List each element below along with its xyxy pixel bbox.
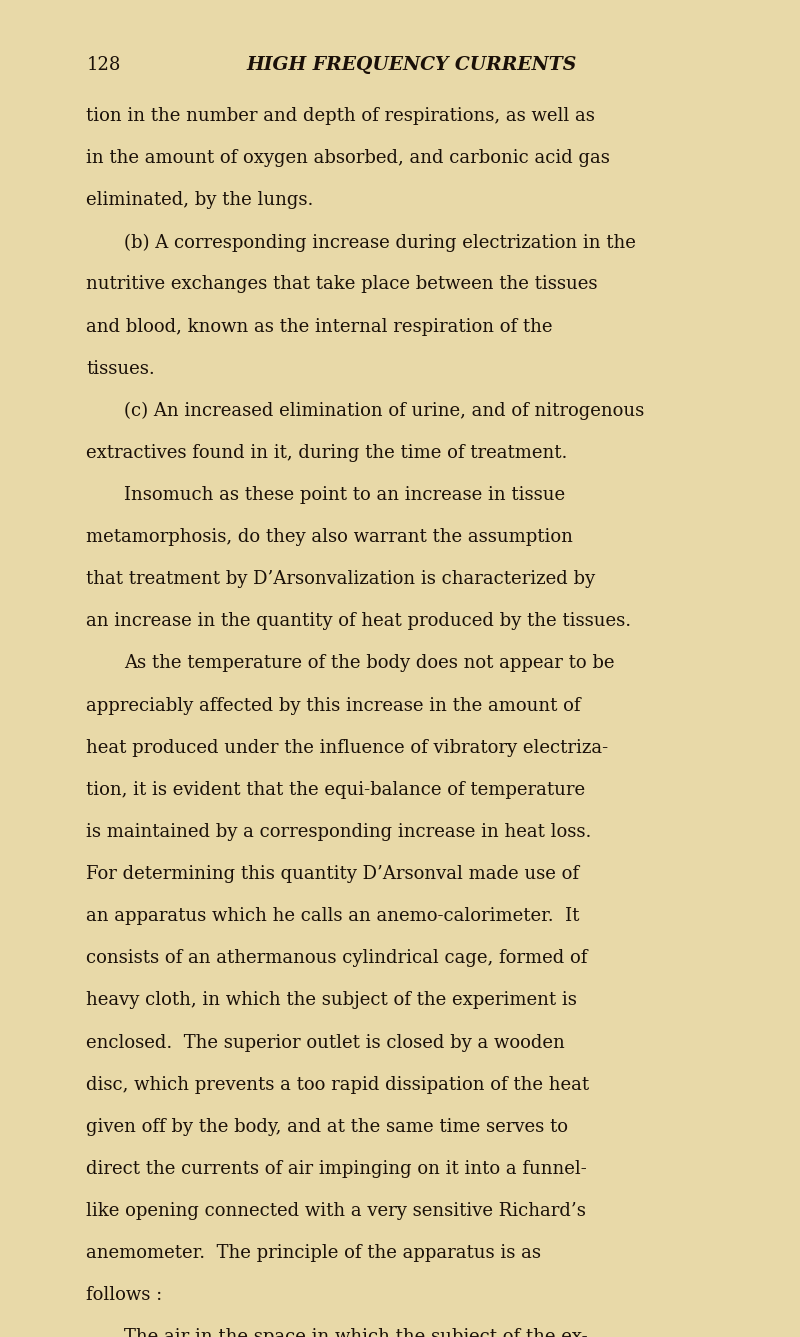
Text: disc, which prevents a too rapid dissipation of the heat: disc, which prevents a too rapid dissipa… xyxy=(86,1075,590,1094)
Text: like opening connected with a very sensitive Richard’s: like opening connected with a very sensi… xyxy=(86,1202,586,1219)
Text: tion in the number and depth of respirations, as well as: tion in the number and depth of respirat… xyxy=(86,107,595,124)
Text: Insomuch as these point to an increase in tissue: Insomuch as these point to an increase i… xyxy=(124,485,565,504)
Text: (c) An increased elimination of urine, and of nitrogenous: (c) An increased elimination of urine, a… xyxy=(124,401,644,420)
Text: follows :: follows : xyxy=(86,1286,162,1304)
Text: in the amount of oxygen absorbed, and carbonic acid gas: in the amount of oxygen absorbed, and ca… xyxy=(86,148,610,167)
Text: (b) A corresponding increase during electrization in the: (b) A corresponding increase during elec… xyxy=(124,233,636,251)
Text: appreciably affected by this increase in the amount of: appreciably affected by this increase in… xyxy=(86,697,581,714)
Text: tissues.: tissues. xyxy=(86,360,155,377)
Text: For determining this quantity D’Arsonval made use of: For determining this quantity D’Arsonval… xyxy=(86,865,579,882)
Text: and blood, known as the internal respiration of the: and blood, known as the internal respira… xyxy=(86,317,553,336)
Text: consists of an athermanous cylindrical cage, formed of: consists of an athermanous cylindrical c… xyxy=(86,949,588,967)
Text: nutritive exchanges that take place between the tissues: nutritive exchanges that take place betw… xyxy=(86,275,598,293)
Text: that treatment by D’Arsonvalization is characterized by: that treatment by D’Arsonvalization is c… xyxy=(86,570,595,588)
Text: heat produced under the influence of vibratory electriza-: heat produced under the influence of vib… xyxy=(86,738,609,757)
Text: eliminated, by the lungs.: eliminated, by the lungs. xyxy=(86,191,314,209)
Text: an increase in the quantity of heat produced by the tissues.: an increase in the quantity of heat prod… xyxy=(86,612,631,630)
Text: tion, it is evident that the equi-balance of temperature: tion, it is evident that the equi-balanc… xyxy=(86,781,586,798)
Text: anemometer.  The principle of the apparatus is as: anemometer. The principle of the apparat… xyxy=(86,1243,542,1262)
Text: given off by the body, and at the same time serves to: given off by the body, and at the same t… xyxy=(86,1118,568,1135)
Text: 128: 128 xyxy=(86,56,121,74)
Text: enclosed.  The superior outlet is closed by a wooden: enclosed. The superior outlet is closed … xyxy=(86,1034,565,1051)
Text: The air in the space in which the subject of the ex-: The air in the space in which the subjec… xyxy=(124,1328,588,1337)
Text: is maintained by a corresponding increase in heat loss.: is maintained by a corresponding increas… xyxy=(86,822,592,841)
Text: extractives found in it, during the time of treatment.: extractives found in it, during the time… xyxy=(86,444,568,461)
Text: direct the currents of air impinging on it into a funnel-: direct the currents of air impinging on … xyxy=(86,1159,587,1178)
Text: heavy cloth, in which the subject of the experiment is: heavy cloth, in which the subject of the… xyxy=(86,991,578,1009)
Text: As the temperature of the body does not appear to be: As the temperature of the body does not … xyxy=(124,654,614,673)
Text: an apparatus which he calls an anemo-calorimeter.  It: an apparatus which he calls an anemo-cal… xyxy=(86,906,580,925)
Text: metamorphosis, do they also warrant the assumption: metamorphosis, do they also warrant the … xyxy=(86,528,574,545)
Text: HIGH FREQUENCY CURRENTS: HIGH FREQUENCY CURRENTS xyxy=(246,56,576,74)
